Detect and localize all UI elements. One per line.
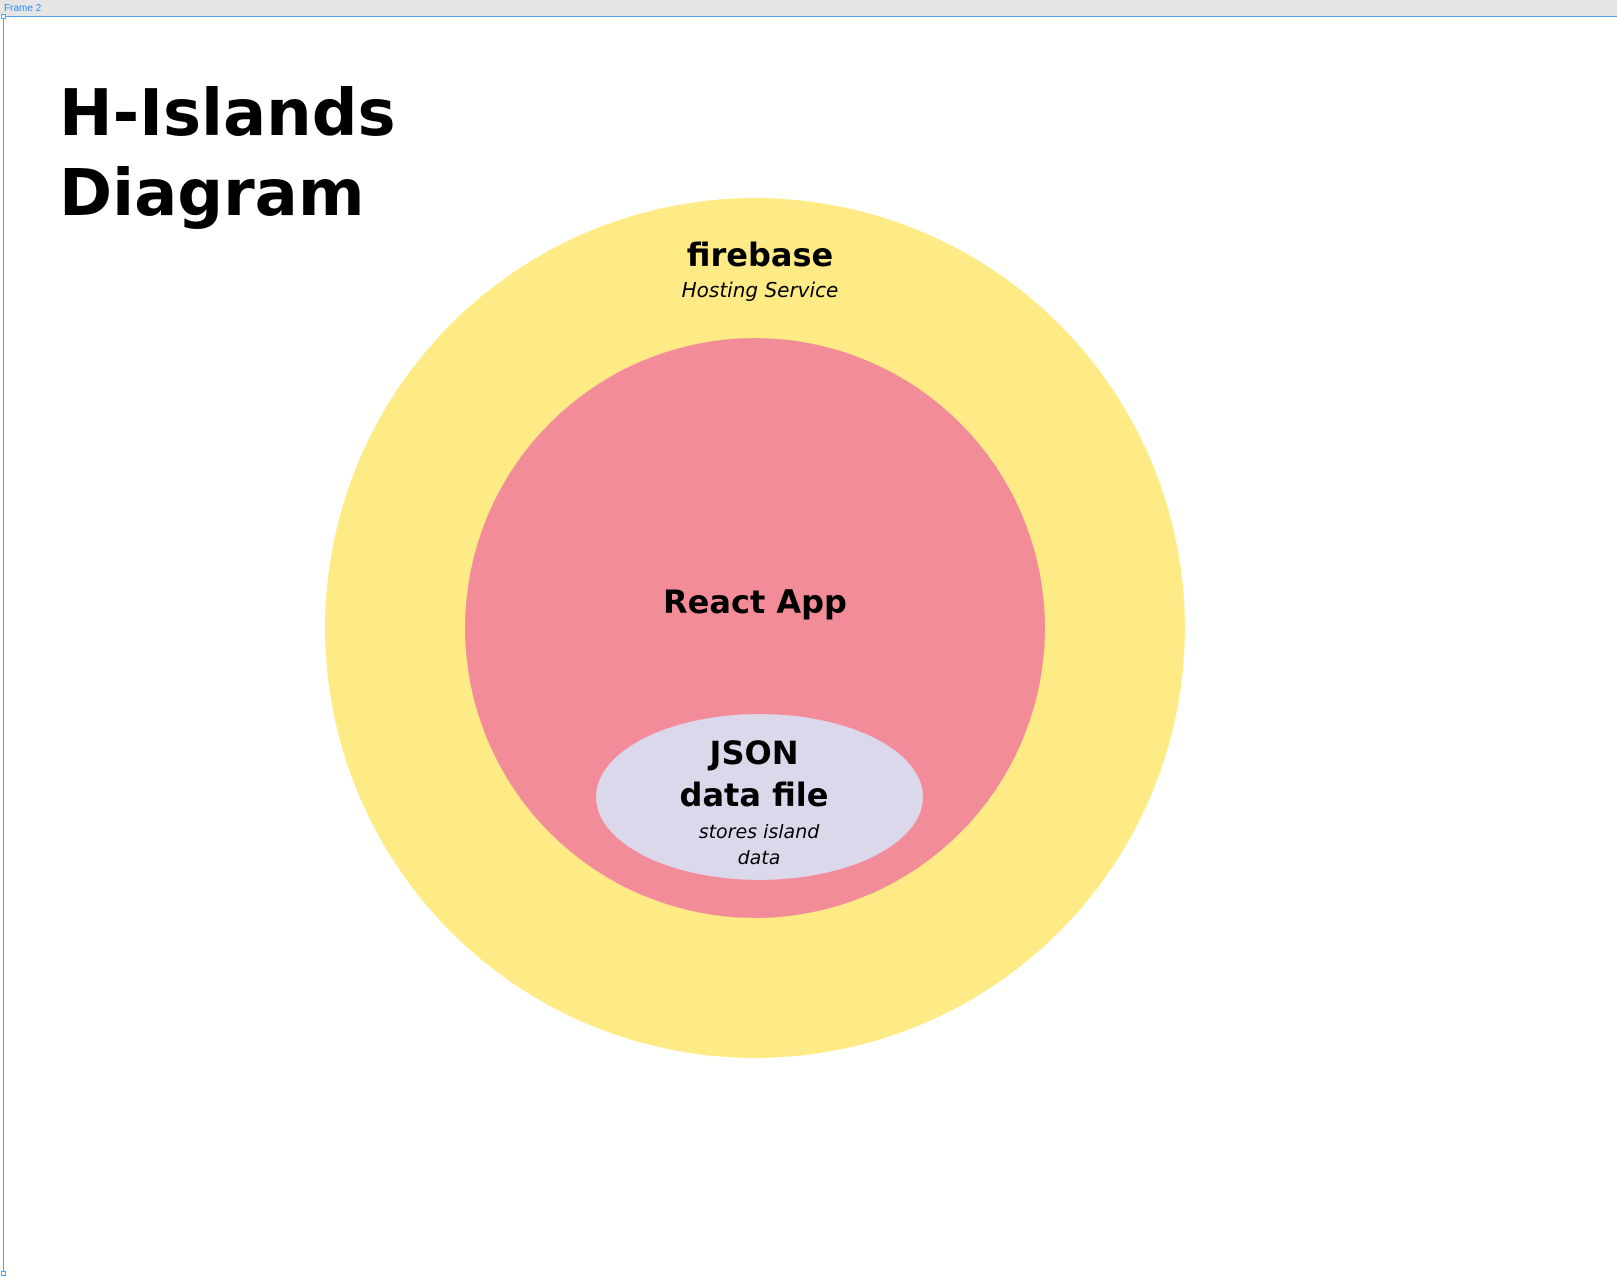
- json-data-file-label: JSON data file: [604, 732, 904, 816]
- canvas-top-bar: [0, 0, 1617, 16]
- frame-label[interactable]: Frame 2: [4, 3, 42, 14]
- diagram-title-line-2: Diagram: [59, 157, 365, 231]
- json-subtitle-line-1: stores island: [698, 821, 820, 843]
- frame-outline-top: [3, 16, 1617, 17]
- json-data-file-subtitle: stores island data: [659, 819, 859, 871]
- firebase-subtitle: Hosting Service: [681, 278, 839, 302]
- json-data-file-ellipse[interactable]: [596, 714, 923, 880]
- json-subtitle-line-2: data: [737, 847, 781, 869]
- firebase-label: firebase: [686, 236, 834, 274]
- json-label-line-1: JSON: [709, 734, 799, 772]
- diagram-title: H-Islands Diagram: [59, 74, 396, 234]
- frame-outline-left: [3, 16, 4, 1276]
- json-label-line-2: data file: [679, 776, 829, 814]
- diagram-title-line-1: H-Islands: [59, 77, 396, 151]
- resize-handle-bottom-left[interactable]: [1, 1271, 6, 1276]
- resize-handle-top-left[interactable]: [1, 14, 6, 19]
- react-app-label: React App: [663, 583, 847, 621]
